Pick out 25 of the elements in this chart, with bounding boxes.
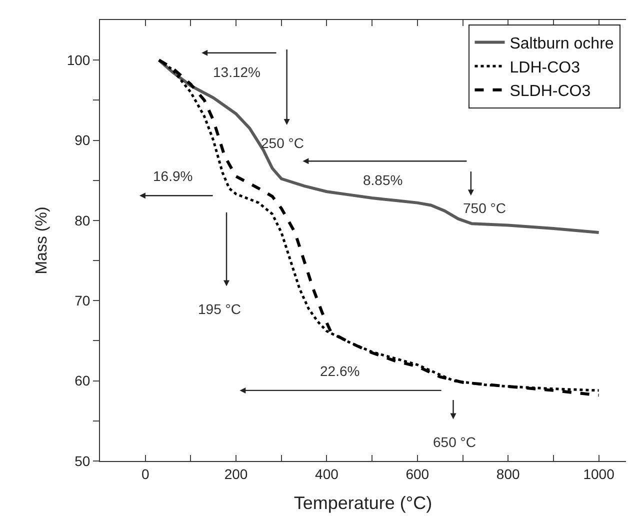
annotation: 250 °C: [261, 135, 304, 151]
annotation: 650 °C: [433, 434, 476, 450]
annotation: 13.12%: [213, 64, 260, 80]
x-axis-title: Temperature (°C): [294, 492, 432, 513]
annotation: 16.9%: [153, 168, 193, 184]
annotation: 8.85%: [363, 172, 403, 188]
y-tick-label: 100: [66, 52, 90, 68]
y-tick-label: 50: [74, 452, 90, 469]
y-tick-label: 80: [74, 212, 90, 228]
x-tick-label: 1000: [583, 466, 615, 482]
x-tick-label: 400: [315, 466, 339, 482]
legend-label: SLDH-CO3: [510, 83, 591, 100]
y-tick-label: 90: [74, 132, 90, 148]
y-tick-label: 60: [74, 372, 90, 389]
annotation: 195 °C: [198, 301, 241, 317]
x-tick-label: 200: [224, 466, 248, 482]
annotation: 750 °C: [463, 200, 506, 216]
y-axis-title: Mass (%): [34, 206, 51, 274]
legend-label: Saltburn ochre: [510, 36, 614, 53]
legend-label: LDH-CO3: [510, 59, 580, 76]
y-tick-label: 70: [74, 292, 90, 309]
x-tick-label: 0: [141, 466, 150, 482]
x-tick-label: 600: [406, 466, 430, 482]
annotation: 22.6%: [320, 363, 360, 379]
x-tick-label: 800: [496, 466, 520, 482]
